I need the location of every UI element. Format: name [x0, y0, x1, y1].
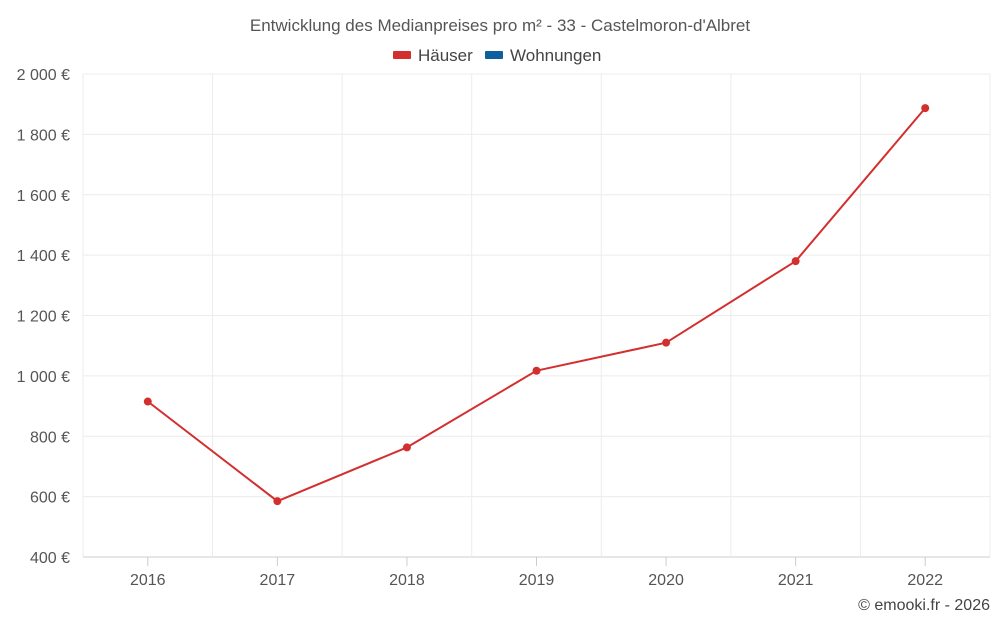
x-tick-label: 2016 [130, 572, 166, 589]
legend-item-wohnungen[interactable]: Wohnungen [485, 46, 601, 65]
x-tick-label: 2019 [519, 572, 555, 589]
y-tick-label: 1 200 € [17, 309, 70, 326]
data-point-haeuser[interactable] [921, 104, 930, 113]
y-tick-label: 1 600 € [17, 188, 70, 205]
chart-title: Entwicklung des Medianpreises pro m² - 3… [250, 16, 751, 35]
credit: © emooki.fr - 2026 [858, 597, 990, 614]
legend-label-wohnungen: Wohnungen [510, 46, 601, 65]
x-tick-label: 2017 [260, 572, 296, 589]
legend-label-haeuser: Häuser [418, 46, 473, 65]
legend-swatch-wohnungen [485, 51, 503, 59]
data-point-haeuser[interactable] [532, 366, 541, 375]
series-line-haeuser [147, 107, 926, 503]
data-point-haeuser[interactable] [402, 443, 411, 452]
x-tick-label: 2020 [648, 572, 684, 589]
legend: Häuser Wohnungen [393, 46, 601, 65]
grid [82, 73, 991, 558]
y-tick-label: 1 800 € [17, 127, 70, 144]
legend-item-haeuser[interactable]: Häuser [393, 46, 473, 65]
legend-swatch-haeuser [393, 51, 411, 59]
x-axis: 2016 2017 2018 2019 2020 2021 2022 [130, 557, 943, 589]
x-tick-label: 2021 [778, 572, 814, 589]
data-point-haeuser[interactable] [662, 338, 671, 347]
y-tick-label: 600 € [30, 490, 70, 507]
data-point-haeuser[interactable] [143, 397, 152, 406]
series-haeuser [143, 104, 930, 506]
y-tick-label: 400 € [30, 550, 70, 567]
data-point-haeuser[interactable] [273, 497, 282, 506]
y-tick-label: 800 € [30, 429, 70, 446]
y-tick-label: 1 000 € [17, 369, 70, 386]
x-tick-label: 2018 [389, 572, 425, 589]
x-tick-label: 2022 [907, 572, 943, 589]
y-tick-label: 1 400 € [17, 248, 70, 265]
y-axis: 400 € 600 € 800 € 1 000 € 1 200 € 1 400 € 1 60… [17, 67, 70, 567]
y-tick-label: 2 000 € [17, 67, 70, 84]
data-point-haeuser[interactable] [791, 257, 800, 266]
